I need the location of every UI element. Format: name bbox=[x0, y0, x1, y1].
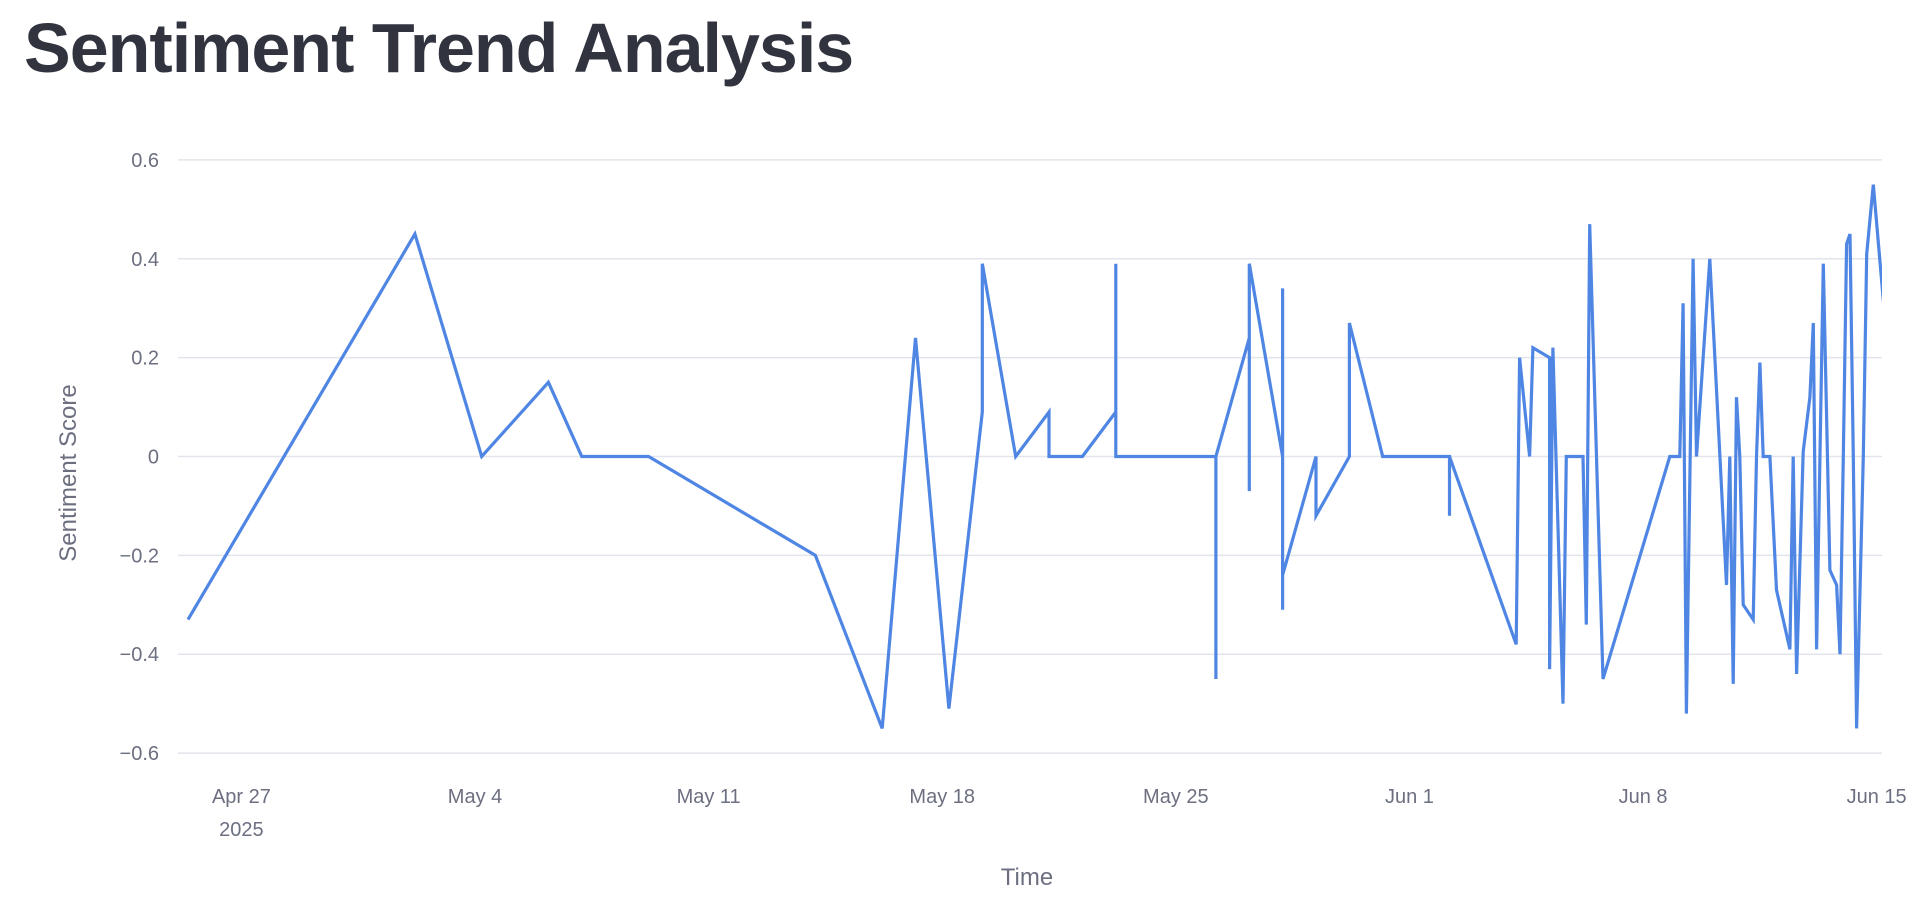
y-axis-ticks: 0.6 0.4 0.2 0 −0.2 −0.4 −0.6 bbox=[120, 150, 159, 765]
x-tick-label: Apr 27 bbox=[212, 786, 271, 808]
x-tick-label: Jun 15 bbox=[1847, 786, 1907, 808]
x-axis-title: Time bbox=[1001, 864, 1053, 891]
series-line-0 bbox=[186, 184, 1882, 729]
y-tick-label: 0.2 bbox=[131, 348, 159, 370]
y-tick-label: −0.2 bbox=[120, 545, 159, 567]
x-tick-label: May 11 bbox=[677, 786, 741, 808]
x-tick-label: Jun 8 bbox=[1619, 786, 1668, 808]
y-tick-label: 0.6 bbox=[131, 150, 159, 172]
x-axis-ticks: Apr 27 2025 May 4 May 11 May 18 May 25 Jun 1 Ju… bbox=[212, 786, 1907, 841]
grid-lines bbox=[178, 159, 1882, 754]
page-title: Sentiment Trend Analysis bbox=[24, 9, 854, 87]
series-layer bbox=[186, 184, 1882, 729]
y-tick-label: 0 bbox=[148, 447, 159, 469]
y-tick-label: 0.4 bbox=[131, 249, 159, 271]
x-tick-label: May 18 bbox=[909, 786, 975, 808]
y-tick-label: −0.4 bbox=[120, 644, 159, 666]
x-tick-sublabel: 2025 bbox=[219, 819, 264, 841]
y-axis-title: Sentiment Score bbox=[55, 384, 82, 561]
x-tick-label: May 25 bbox=[1143, 786, 1209, 808]
x-tick-label: Jun 1 bbox=[1385, 786, 1434, 808]
x-tick-label: May 4 bbox=[448, 786, 502, 808]
y-tick-label: −0.6 bbox=[120, 743, 159, 765]
